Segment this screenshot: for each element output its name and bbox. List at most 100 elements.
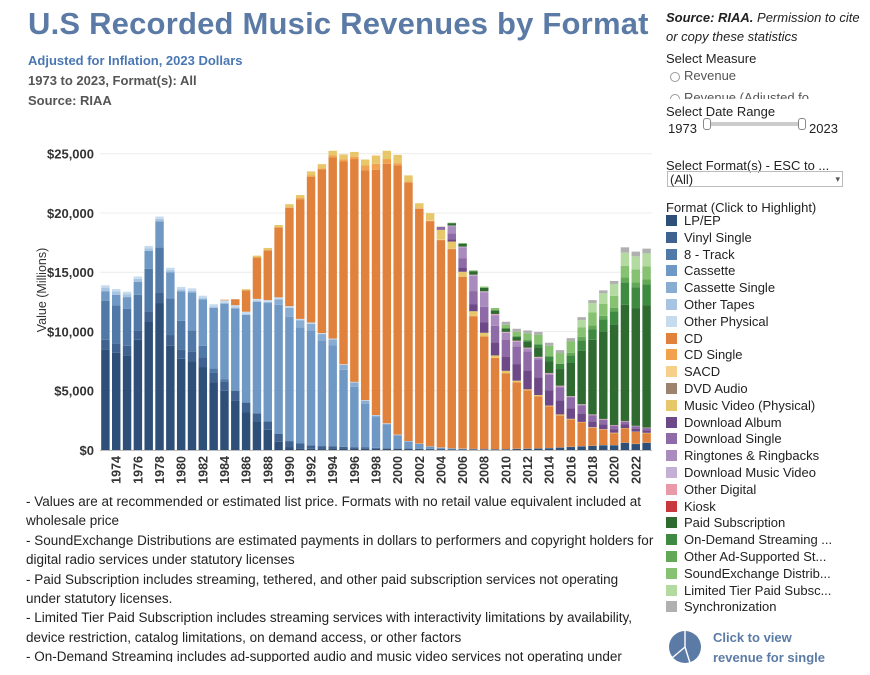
bar-segment[interactable] [447, 239, 456, 242]
bar-segment[interactable] [544, 342, 554, 346]
measure-radio-adjusted[interactable]: Revenue (Adjusted fo [670, 90, 830, 99]
bar-segment[interactable] [231, 305, 240, 308]
pie-chart-icon[interactable] [668, 630, 702, 664]
bar-segment[interactable] [166, 335, 175, 346]
bar-segment[interactable] [469, 271, 478, 275]
bar-segment[interactable] [599, 331, 608, 419]
bar-segment[interactable] [328, 157, 337, 339]
bar-segment[interactable] [360, 400, 370, 401]
bar-segment[interactable] [544, 373, 554, 375]
legend-item[interactable]: Download Single [666, 431, 782, 448]
bar-segment[interactable] [360, 448, 370, 450]
bar-segment[interactable] [209, 368, 218, 373]
bar-segment[interactable] [490, 357, 500, 450]
bar-segment[interactable] [631, 444, 640, 450]
bar-segment[interactable] [122, 345, 132, 356]
bar-segment[interactable] [523, 333, 532, 341]
bar-segment[interactable] [620, 442, 630, 450]
bar-segment[interactable] [642, 284, 651, 306]
bar-segment[interactable] [296, 443, 305, 449]
bar-segment[interactable] [512, 336, 521, 338]
bar-segment[interactable] [642, 248, 651, 254]
bar-segment[interactable] [599, 429, 608, 446]
bar-segment[interactable] [112, 343, 121, 353]
bar-segment[interactable] [577, 317, 586, 321]
bar-segment[interactable] [393, 154, 402, 164]
bar-segment[interactable] [101, 287, 110, 292]
bar-segment[interactable] [577, 446, 586, 450]
bar-segment[interactable] [447, 249, 456, 449]
bar-segment[interactable] [371, 415, 381, 418]
bar-segment[interactable] [566, 408, 576, 419]
pie-cta[interactable]: Click to view revenue for single [713, 628, 825, 668]
bar-segment[interactable] [523, 448, 532, 450]
bar-segment[interactable] [306, 175, 316, 177]
bar-segment[interactable] [501, 449, 511, 450]
date-range-slider[interactable] [706, 122, 804, 126]
bar-segment[interactable] [350, 382, 359, 387]
bar-segment[interactable] [555, 369, 565, 386]
bar-segment[interactable] [490, 325, 500, 343]
bar-segment[interactable] [555, 363, 565, 370]
bar-segment[interactable] [274, 434, 283, 442]
bar-segment[interactable] [609, 280, 619, 284]
bar-segment[interactable] [512, 341, 521, 347]
bar-segment[interactable] [371, 417, 381, 448]
bar-segment[interactable] [480, 291, 489, 293]
bar-segment[interactable] [101, 300, 110, 340]
bar-segment[interactable] [469, 274, 478, 276]
bar-segment[interactable] [480, 449, 489, 450]
bar-segment[interactable] [599, 290, 608, 294]
bar-segment[interactable] [198, 295, 208, 299]
bar-segment[interactable] [328, 150, 337, 156]
bar-segment[interactable] [555, 414, 565, 416]
bar-segment[interactable] [350, 159, 359, 382]
bar-segment[interactable] [631, 251, 640, 257]
bar-segment[interactable] [501, 332, 511, 341]
bar-segment[interactable] [101, 349, 110, 450]
bar-segment[interactable] [252, 255, 262, 258]
bar-segment[interactable] [133, 276, 143, 279]
bar-segment[interactable] [469, 311, 478, 316]
bar-segment[interactable] [523, 370, 532, 390]
bar-segment[interactable] [490, 310, 500, 314]
bar-segment[interactable] [231, 400, 240, 450]
bar-segment[interactable] [512, 328, 521, 332]
bar-segment[interactable] [166, 267, 175, 271]
bar-segment[interactable] [144, 250, 153, 269]
bar-segment[interactable] [112, 294, 121, 306]
bar-segment[interactable] [469, 316, 478, 449]
bar-segment[interactable] [285, 204, 294, 208]
legend-item[interactable]: Cassette [666, 263, 735, 280]
bar-segment[interactable] [458, 243, 467, 244]
bar-segment[interactable] [133, 281, 143, 295]
bar-segment[interactable] [480, 336, 489, 450]
bar-segment[interactable] [469, 291, 478, 305]
legend-item[interactable]: Paid Subscription [666, 515, 785, 532]
bar-segment[interactable] [501, 370, 511, 374]
bar-segment[interactable] [317, 169, 327, 334]
bar-segment[interactable] [296, 327, 305, 444]
bar-segment[interactable] [555, 415, 565, 448]
bar-segment[interactable] [447, 233, 456, 240]
bar-segment[interactable] [371, 169, 381, 416]
bar-segment[interactable] [436, 226, 446, 230]
bar-segment[interactable] [436, 229, 446, 240]
bar-segment[interactable] [360, 400, 370, 404]
bar-segment[interactable] [555, 350, 565, 354]
bar-segment[interactable] [404, 175, 413, 182]
bar-segment[interactable] [490, 315, 500, 326]
legend-item[interactable]: SoundExchange Distrib... [666, 566, 831, 583]
bar-segment[interactable] [155, 303, 164, 450]
bar-segment[interactable] [371, 163, 381, 170]
bar-segment[interactable] [317, 449, 327, 450]
bar-segment[interactable] [339, 446, 348, 449]
bar-segment[interactable] [599, 445, 608, 450]
bar-segment[interactable] [436, 447, 446, 449]
bar-segment[interactable] [241, 402, 251, 413]
bar-segment[interactable] [252, 413, 262, 422]
legend-item[interactable]: Ringtones & Ringbacks [666, 448, 819, 465]
bar-segment[interactable] [577, 405, 586, 414]
bar-segment[interactable] [642, 253, 651, 267]
legend-item[interactable]: CD Single [666, 347, 743, 364]
